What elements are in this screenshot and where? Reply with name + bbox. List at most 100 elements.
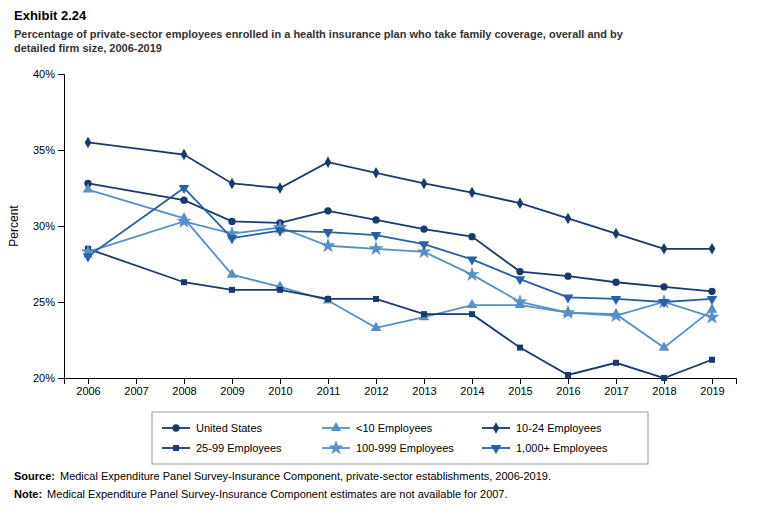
marker bbox=[469, 311, 475, 317]
x-tick: 2013 bbox=[412, 378, 436, 397]
series bbox=[85, 246, 715, 381]
annotation: Source: Medical Expenditure Panel Survey-… bbox=[14, 470, 551, 482]
marker bbox=[613, 360, 619, 366]
x-tick-label: 2010 bbox=[268, 385, 292, 397]
legend-label: United States bbox=[196, 422, 263, 434]
marker bbox=[611, 296, 622, 305]
y-tick: 20% bbox=[33, 372, 64, 384]
marker bbox=[373, 296, 379, 302]
marker bbox=[516, 268, 523, 275]
marker bbox=[564, 273, 571, 280]
x-axis-line bbox=[65, 379, 737, 385]
legend-label: <10 Employees bbox=[356, 422, 433, 434]
legend-label: 1,000+ Employees bbox=[516, 442, 608, 454]
marker bbox=[320, 238, 335, 252]
legend-marker bbox=[328, 440, 343, 454]
marker bbox=[179, 185, 190, 194]
x-tick-mark bbox=[88, 378, 89, 384]
marker bbox=[85, 137, 92, 148]
x-tick: 2010 bbox=[268, 378, 292, 397]
x-tick: 2009 bbox=[220, 378, 244, 397]
legend-item: 1,000+ Employees bbox=[482, 442, 608, 454]
marker bbox=[515, 276, 526, 285]
annotation-label: Source: bbox=[14, 470, 55, 482]
marker bbox=[613, 228, 620, 239]
x-tick: 2007 bbox=[124, 378, 148, 397]
marker bbox=[325, 296, 331, 302]
y-axis: 20%25%30%35%40% bbox=[33, 68, 65, 384]
x-tick-label: 2008 bbox=[172, 385, 196, 397]
y-tick-label: 25% bbox=[33, 296, 55, 308]
marker bbox=[469, 187, 476, 198]
subtitle: Percentage of private-sector employees e… bbox=[14, 28, 624, 54]
legend: United States <10 Employees 10-24 Employee… bbox=[152, 412, 648, 464]
marker bbox=[467, 299, 478, 308]
x-tick-label: 2019 bbox=[700, 385, 724, 397]
marker bbox=[512, 294, 527, 308]
legend-item: United States bbox=[162, 422, 263, 434]
x-tick: 2008 bbox=[172, 378, 196, 397]
title: Exhibit 2.24 bbox=[14, 8, 87, 23]
marker bbox=[324, 207, 331, 214]
annotation-text: Medical Expenditure Panel Survey-Insuran… bbox=[60, 470, 551, 482]
y-tick: 40% bbox=[33, 68, 64, 80]
legend-marker bbox=[172, 424, 179, 431]
marker bbox=[371, 322, 382, 331]
y-tick: 25% bbox=[33, 296, 64, 308]
marker bbox=[517, 197, 524, 208]
marker bbox=[608, 308, 623, 322]
x-tick-mark bbox=[184, 378, 185, 384]
marker bbox=[371, 232, 382, 241]
legend-item: 100-999 Employees bbox=[322, 440, 454, 454]
x-tick-label: 2015 bbox=[508, 385, 532, 397]
marker bbox=[277, 182, 284, 193]
y-tick-mark bbox=[58, 226, 64, 227]
marker bbox=[419, 241, 430, 250]
marker bbox=[708, 288, 715, 295]
y-tick-mark bbox=[58, 302, 64, 303]
x-tick-label: 2009 bbox=[220, 385, 244, 397]
marker bbox=[659, 342, 670, 351]
x-tick: 2017 bbox=[604, 378, 628, 397]
line bbox=[88, 188, 712, 302]
x-tick-label: 2011 bbox=[317, 385, 341, 397]
marker bbox=[709, 357, 715, 363]
legend-marker bbox=[173, 445, 179, 451]
x-tick: 2016 bbox=[556, 378, 580, 397]
series bbox=[83, 185, 718, 308]
legend-label: 10-24 Employees bbox=[516, 422, 602, 434]
marker bbox=[468, 233, 475, 240]
line bbox=[88, 221, 712, 317]
subtitle-line: Percentage of private-sector employees e… bbox=[14, 28, 624, 40]
subtitle-line: detailed firm size, 2006-2019 bbox=[14, 42, 162, 54]
x-tick-mark bbox=[424, 378, 425, 384]
x-tick-label: 2017 bbox=[604, 385, 628, 397]
marker bbox=[704, 309, 719, 323]
legend-item: <10 Employees bbox=[322, 422, 433, 434]
plot: 2006200720082009201020112012201320142015… bbox=[7, 68, 737, 397]
marker bbox=[368, 241, 383, 255]
x-tick-label: 2013 bbox=[412, 385, 436, 397]
y-tick-mark bbox=[58, 74, 64, 75]
legend-item: 25-99 Employees bbox=[162, 442, 282, 454]
marker bbox=[661, 375, 667, 381]
marker bbox=[325, 156, 332, 167]
marker bbox=[229, 287, 235, 293]
x-tick: 2012 bbox=[364, 378, 388, 397]
marker bbox=[181, 279, 187, 285]
marker bbox=[421, 178, 428, 189]
marker bbox=[229, 178, 236, 189]
x-tick-mark bbox=[376, 378, 377, 384]
x-tick-label: 2014 bbox=[460, 385, 484, 397]
x-tick: 2014 bbox=[460, 378, 484, 397]
marker bbox=[464, 267, 479, 281]
marker bbox=[659, 299, 670, 308]
marker bbox=[275, 228, 286, 237]
marker bbox=[517, 345, 523, 351]
legend-marker bbox=[493, 422, 500, 433]
x-tick-label: 2012 bbox=[364, 385, 388, 397]
legend-label: 25-99 Employees bbox=[196, 442, 282, 454]
y-axis-title: Percent bbox=[7, 205, 21, 247]
x-tick-mark bbox=[568, 378, 569, 384]
marker bbox=[707, 296, 718, 305]
